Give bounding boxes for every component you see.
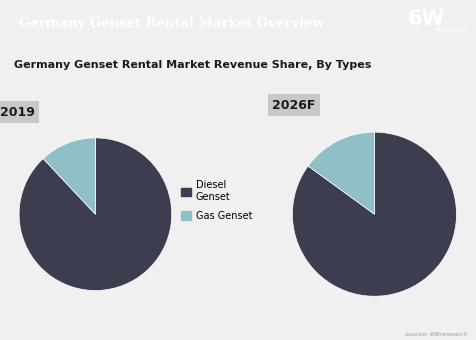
Wedge shape [43, 138, 95, 214]
Wedge shape [307, 132, 374, 214]
Legend: Diesel
Genset, Gas Genset: Diesel Genset, Gas Genset [181, 181, 252, 221]
Text: 2019: 2019 [0, 106, 35, 119]
Text: 6W: 6W [407, 9, 445, 29]
Text: research: research [436, 27, 466, 33]
Text: Germany Genset Rental Market Overview: Germany Genset Rental Market Overview [19, 17, 323, 30]
Wedge shape [19, 138, 171, 290]
Wedge shape [292, 132, 456, 296]
Text: source: 6Wresearch: source: 6Wresearch [404, 332, 466, 337]
Text: Germany Genset Rental Market Revenue Share, By Types: Germany Genset Rental Market Revenue Sha… [14, 59, 371, 70]
Text: 2026F: 2026F [271, 99, 315, 112]
